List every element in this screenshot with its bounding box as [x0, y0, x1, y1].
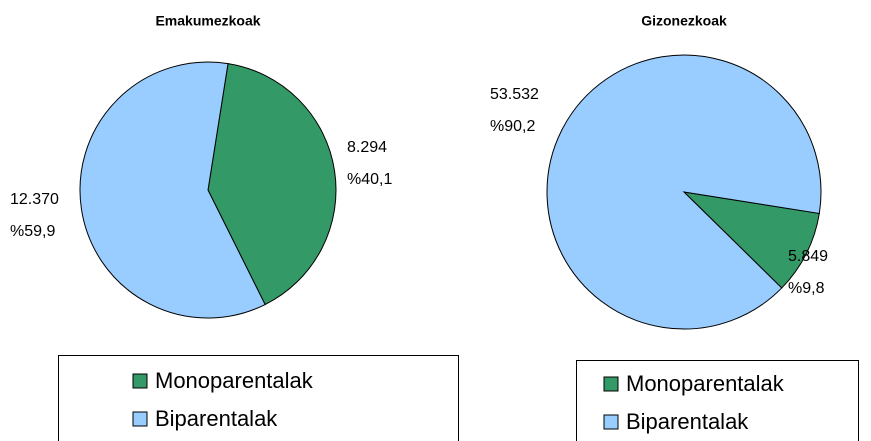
percent-label: %9,8	[788, 280, 825, 297]
pie-slice	[79, 61, 266, 319]
legend-label: Monoparentalak	[626, 371, 785, 396]
data-label: 5.849	[788, 248, 828, 265]
legend-swatch	[132, 373, 148, 389]
data-label: 8.294	[347, 139, 387, 156]
data-label: 12.370	[10, 191, 59, 208]
legend-box	[58, 355, 459, 441]
legend-box	[576, 360, 859, 441]
legend-label: Monoparentalak	[155, 368, 314, 393]
legend-swatch	[603, 414, 619, 430]
data-label: 53.532	[490, 86, 539, 103]
chart-title: Emakumezkoak	[155, 13, 260, 29]
legend-swatch	[603, 376, 619, 392]
chart-title: Gizonezkoak	[641, 13, 727, 29]
percent-label: %40,1	[347, 171, 392, 188]
legend-swatch	[132, 411, 148, 427]
legend-label: Biparentalak	[626, 409, 749, 434]
pie-slice	[546, 54, 822, 330]
percent-label: %59,9	[10, 223, 55, 240]
legend-label: Biparentalak	[155, 406, 278, 431]
pie-slice	[682, 191, 820, 289]
percent-label: %90,2	[490, 118, 535, 135]
pie-slice	[207, 63, 337, 306]
